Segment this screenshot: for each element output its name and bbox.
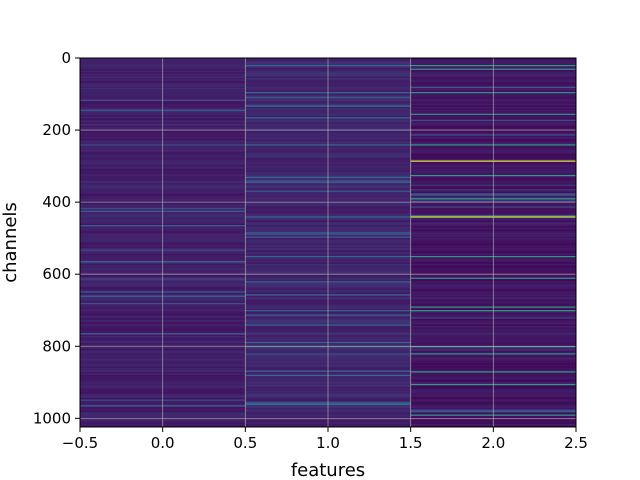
x-tick-label: 2.0: [481, 434, 505, 452]
y-axis-title: channels: [0, 202, 21, 283]
x-axis: −0.5 0.0 0.5 1.0 1.5 2.0 2.5: [62, 427, 588, 452]
y-axis: 0 200 400 600 800 1000: [33, 49, 80, 427]
y-tick-label: 800: [42, 337, 71, 355]
y-tick-label: 200: [42, 121, 71, 139]
x-tick-label: −0.5: [62, 434, 98, 452]
x-tick-label: 1.0: [316, 434, 340, 452]
x-axis-title: features: [291, 460, 365, 480]
y-tick-label: 0: [61, 49, 71, 67]
y-tick-label: 1000: [33, 409, 71, 427]
x-tick-label: 0.0: [151, 434, 175, 452]
x-tick-label: 0.5: [233, 434, 257, 452]
x-tick-label: 2.5: [564, 434, 588, 452]
y-tick-label: 400: [42, 193, 71, 211]
x-tick-label: 1.5: [399, 434, 423, 452]
y-tick-label: 600: [42, 265, 71, 283]
